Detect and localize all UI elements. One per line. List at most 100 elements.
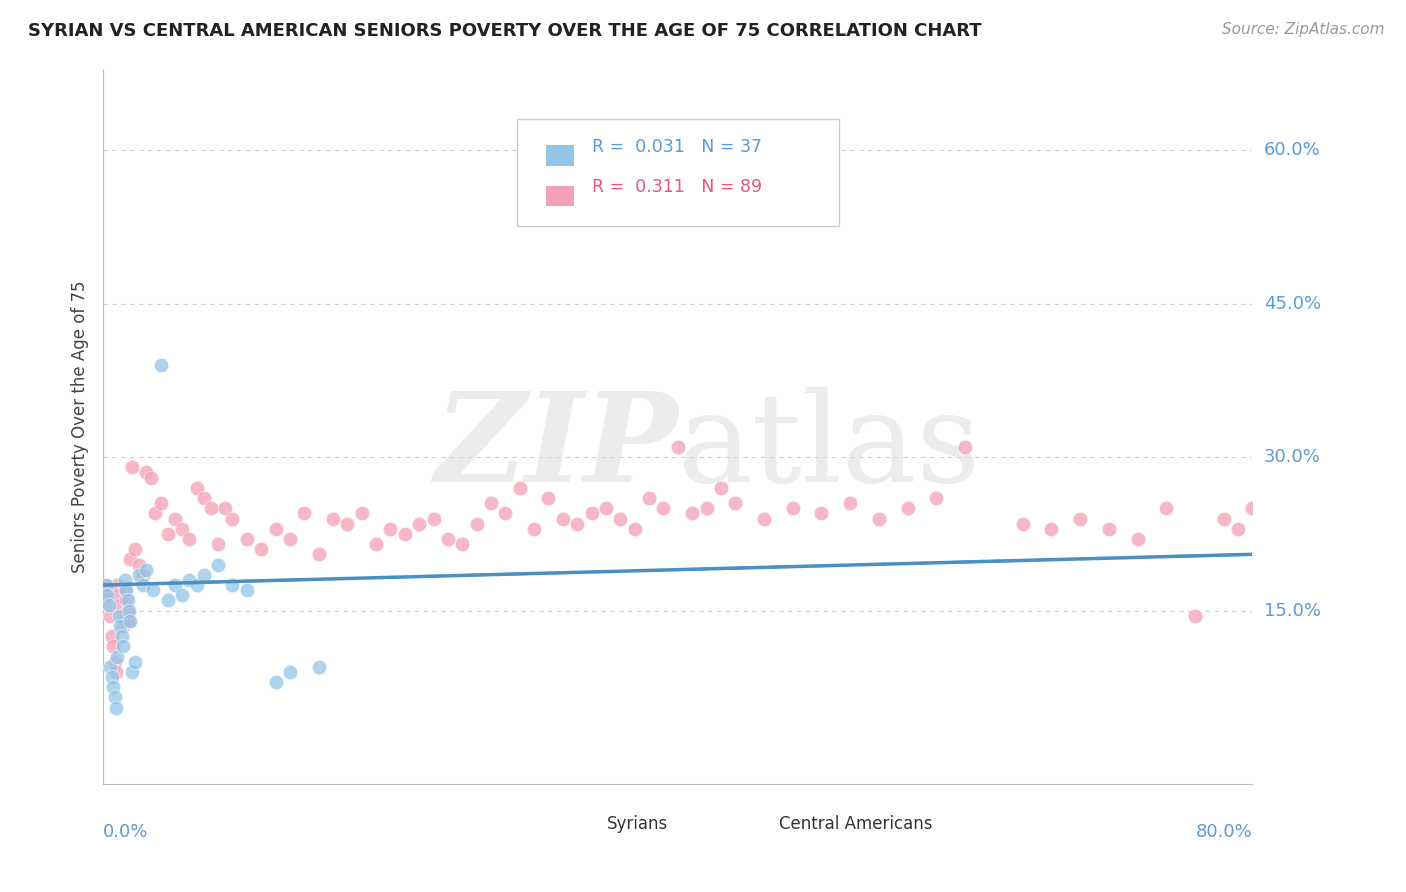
Point — [124, 542, 146, 557]
Point — [236, 583, 259, 598]
Point — [139, 470, 162, 484]
Point — [112, 619, 135, 633]
Point — [782, 501, 804, 516]
Point — [839, 496, 862, 510]
Point — [121, 460, 143, 475]
Point — [581, 507, 603, 521]
Point — [1126, 532, 1149, 546]
Point — [115, 593, 138, 607]
Point — [179, 573, 201, 587]
Text: 60.0%: 60.0% — [1264, 141, 1320, 160]
Point — [97, 599, 120, 613]
Point — [380, 522, 402, 536]
Point — [925, 491, 948, 505]
Point — [172, 588, 194, 602]
Point — [221, 511, 243, 525]
Point — [186, 578, 208, 592]
Text: SYRIAN VS CENTRAL AMERICAN SENIORS POVERTY OVER THE AGE OF 75 CORRELATION CHART: SYRIAN VS CENTRAL AMERICAN SENIORS POVER… — [28, 22, 981, 40]
Point — [163, 511, 186, 525]
Point — [114, 573, 136, 587]
Point — [98, 660, 121, 674]
Point — [107, 649, 129, 664]
Point — [128, 558, 150, 572]
Point — [132, 578, 155, 592]
Point — [364, 537, 387, 551]
Point — [422, 511, 444, 525]
Point — [897, 501, 920, 516]
Point — [292, 507, 315, 521]
Point — [186, 481, 208, 495]
Point — [100, 629, 122, 643]
Point — [264, 522, 287, 536]
FancyBboxPatch shape — [575, 817, 599, 832]
Point — [509, 481, 531, 495]
Point — [142, 583, 165, 598]
Point — [408, 516, 430, 531]
Point — [115, 583, 138, 598]
Point — [110, 599, 132, 613]
FancyBboxPatch shape — [517, 119, 839, 226]
Point — [710, 481, 733, 495]
Point — [666, 440, 689, 454]
Point — [124, 655, 146, 669]
Text: 80.0%: 80.0% — [1195, 823, 1253, 841]
Point — [117, 593, 139, 607]
Point — [221, 578, 243, 592]
Point — [479, 496, 502, 510]
Point — [193, 491, 215, 505]
Point — [1227, 522, 1250, 536]
Text: 45.0%: 45.0% — [1264, 294, 1320, 313]
Point — [98, 608, 121, 623]
Point — [264, 675, 287, 690]
Point — [105, 700, 128, 714]
Point — [104, 690, 127, 705]
Text: ZIP: ZIP — [434, 387, 678, 508]
Point — [752, 511, 775, 525]
Point — [394, 527, 416, 541]
Point — [214, 501, 236, 516]
Point — [179, 532, 201, 546]
Point — [207, 558, 229, 572]
Point — [523, 522, 546, 536]
Point — [1241, 501, 1264, 516]
FancyBboxPatch shape — [546, 145, 575, 166]
Point — [114, 583, 136, 598]
Point — [1011, 516, 1033, 531]
Point — [108, 588, 131, 602]
Point — [200, 501, 222, 516]
Point — [108, 608, 131, 623]
FancyBboxPatch shape — [546, 186, 575, 206]
Point — [551, 511, 574, 525]
Text: Source: ZipAtlas.com: Source: ZipAtlas.com — [1222, 22, 1385, 37]
Point — [103, 640, 125, 654]
Point — [437, 532, 460, 546]
Point — [609, 511, 631, 525]
Point — [118, 614, 141, 628]
Point — [94, 578, 117, 592]
Point — [494, 507, 516, 521]
Point — [128, 567, 150, 582]
Point — [308, 660, 330, 674]
Point — [103, 680, 125, 694]
Point — [156, 593, 179, 607]
Point — [322, 511, 344, 525]
Point — [868, 511, 890, 525]
Point — [1184, 608, 1206, 623]
Y-axis label: Seniors Poverty Over the Age of 75: Seniors Poverty Over the Age of 75 — [72, 280, 89, 573]
Point — [1098, 522, 1121, 536]
Point — [104, 655, 127, 669]
Point — [623, 522, 645, 536]
Point — [135, 466, 157, 480]
Text: R =  0.311   N = 89: R = 0.311 N = 89 — [592, 178, 762, 195]
Point — [111, 608, 134, 623]
Point — [107, 578, 129, 592]
Text: atlas: atlas — [678, 387, 981, 508]
Point — [143, 507, 166, 521]
Point — [132, 567, 155, 582]
Point — [810, 507, 832, 521]
Point — [121, 665, 143, 679]
Point — [163, 578, 186, 592]
Point — [1154, 501, 1177, 516]
Point — [94, 578, 117, 592]
Point — [96, 588, 118, 602]
